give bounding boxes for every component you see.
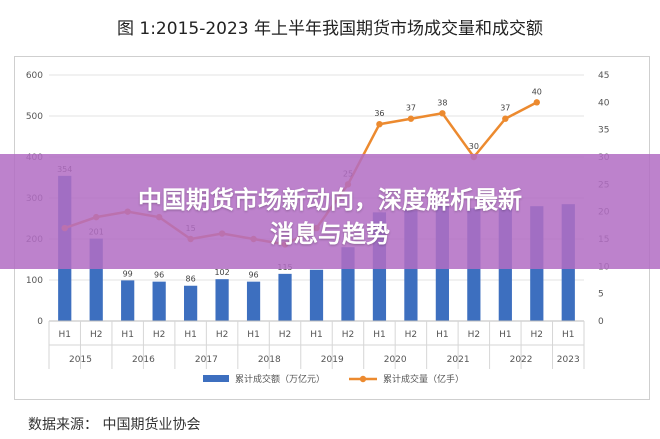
line-point-15 xyxy=(533,99,540,106)
chart-title: 图 1:2015-2023 年上半年我国期货市场成交量和成交额 xyxy=(116,19,543,39)
x-year-label: 2020 xyxy=(384,355,407,365)
line-data-label: 36 xyxy=(374,109,384,118)
x-period-label: H2 xyxy=(216,330,229,340)
line-data-label: 37 xyxy=(406,104,416,113)
bar-8 xyxy=(309,269,324,321)
banner-line-1: 中国期货市场新动向，深度解析最新 xyxy=(138,186,522,214)
line-point-11 xyxy=(407,115,415,122)
bar-data-label: 86 xyxy=(186,275,196,284)
banner-line-2: 消息与趋势 xyxy=(270,220,390,248)
x-period-label: H1 xyxy=(247,330,260,340)
x-period-label: H2 xyxy=(279,330,292,340)
x-period-label: H1 xyxy=(562,330,575,340)
x-year-label: 2016 xyxy=(132,355,155,365)
x-period-label: H2 xyxy=(342,330,355,340)
bar-4 xyxy=(184,285,198,321)
y-left-tick-label: 600 xyxy=(26,71,43,81)
x-period-label: H1 xyxy=(436,330,449,340)
y-right-tick-label: 0 xyxy=(598,317,604,327)
x-period-label: H1 xyxy=(121,330,134,340)
legend-label-volume: 累计成交量（亿手） xyxy=(383,373,464,385)
bar-data-label: 99 xyxy=(123,269,133,278)
bar-data-label: 102 xyxy=(214,268,229,277)
x-year-label: 2019 xyxy=(321,355,344,365)
x-period-label: H2 xyxy=(405,330,418,340)
x-period-label: H2 xyxy=(90,330,103,340)
x-year-label: 2017 xyxy=(195,355,218,365)
line-data-label: 38 xyxy=(437,98,447,107)
x-period-label: H1 xyxy=(58,330,70,340)
y-right-tick-label: 45 xyxy=(598,71,609,81)
x-period-label: H1 xyxy=(184,330,197,340)
x-year-label: 2021 xyxy=(447,355,470,365)
line-data-label: 30 xyxy=(469,142,479,151)
x-period-label: H1 xyxy=(310,330,323,340)
legend-marker-volume xyxy=(359,375,367,383)
data-source: 数据来源： 中国期货业协会 xyxy=(28,417,201,433)
legend-swatch-turnover xyxy=(203,375,229,382)
y-left-tick-label: 0 xyxy=(37,317,43,327)
bar-data-label: 96 xyxy=(248,271,258,280)
x-period-label: H2 xyxy=(468,330,481,340)
x-period-label: H2 xyxy=(531,330,544,340)
x-year-label: 2022 xyxy=(510,355,533,365)
bar-6 xyxy=(246,281,261,321)
line-data-label: 40 xyxy=(532,87,542,96)
bar-data-label: 96 xyxy=(154,271,164,280)
x-period-label: H1 xyxy=(373,330,386,340)
y-left-tick-label: 100 xyxy=(26,276,43,286)
line-point-10 xyxy=(376,121,383,128)
x-year-label: 2023 xyxy=(557,355,580,365)
bar-2 xyxy=(121,280,135,321)
x-year-label: 2018 xyxy=(258,355,281,365)
bar-5 xyxy=(215,279,229,321)
line-point-12 xyxy=(439,110,446,117)
y-left-tick-label: 500 xyxy=(26,112,43,122)
line-point-14 xyxy=(502,115,509,122)
x-year-label: 2015 xyxy=(69,355,92,365)
bar-7 xyxy=(278,273,292,321)
line-data-label: 37 xyxy=(500,104,510,113)
overlay-banner xyxy=(0,154,660,269)
bar-3 xyxy=(152,281,166,321)
legend-label-turnover: 累计成交额（万亿元） xyxy=(235,373,325,385)
y-right-tick-label: 5 xyxy=(598,290,604,300)
x-period-label: H1 xyxy=(499,330,512,340)
overlay-banner-text: 中国期货市场新动向，深度解析最新 消息与趋势 xyxy=(30,183,630,251)
y-right-tick-label: 40 xyxy=(598,98,610,108)
y-right-tick-label: 35 xyxy=(598,126,609,136)
x-period-label: H2 xyxy=(153,330,166,340)
